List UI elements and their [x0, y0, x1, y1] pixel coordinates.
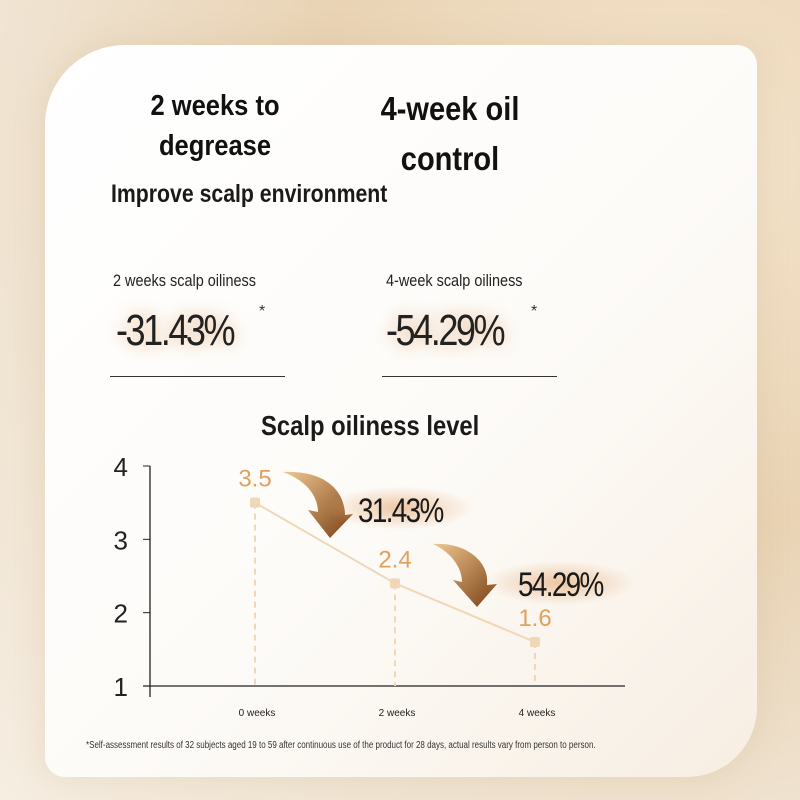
x-tick-label: 4 weeks	[519, 708, 556, 719]
divider	[110, 376, 285, 377]
stat-value-2weeks: -31.43%	[116, 306, 236, 355]
y-tick-label: 2	[114, 599, 128, 629]
data-label: 3.5	[238, 466, 271, 493]
stat-value-4weeks: -54.29%	[386, 306, 506, 355]
data-point	[530, 637, 540, 647]
x-tick-label: 2 weeks	[379, 708, 416, 719]
card-background	[45, 45, 757, 777]
stat-label-4weeks: 4-week scalp oiliness	[386, 271, 523, 290]
data-point	[390, 578, 400, 589]
divider	[382, 376, 557, 377]
data-label: 2.4	[378, 546, 411, 573]
y-tick-label: 3	[114, 525, 128, 555]
data-point	[250, 497, 260, 508]
y-tick-label: 4	[114, 452, 128, 482]
data-label: 1.6	[518, 605, 551, 632]
x-tick-label: 0 weeks	[239, 708, 276, 719]
y-tick-label: 1	[114, 672, 128, 702]
headline-left: 2 weeks to degrease	[150, 90, 280, 162]
annotation-54: 54.29%	[518, 565, 604, 603]
footnote: *Self-assessment results of 32 subjects …	[86, 740, 596, 751]
annotation-31: 31.43%	[358, 491, 444, 529]
arrow-icon	[283, 471, 353, 538]
stat-mark-4weeks: *	[531, 303, 538, 320]
subtitle: Improve scalp environment	[111, 180, 388, 208]
stat-mark-2weeks: *	[259, 303, 266, 320]
headline-right: 4-week oil control	[380, 90, 520, 177]
arrow-icon	[433, 543, 497, 607]
chart-title: Scalp oiliness level	[261, 410, 480, 441]
stat-label-2weeks: 2 weeks scalp oiliness	[113, 271, 256, 290]
